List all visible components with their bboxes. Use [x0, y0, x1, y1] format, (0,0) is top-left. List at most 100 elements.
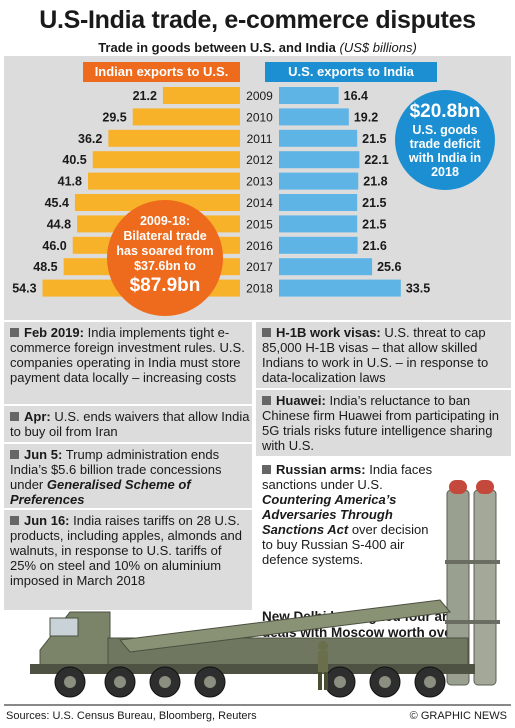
subtitle-text: Trade in goods between U.S. and India	[98, 40, 336, 55]
event-huawei: Huawei: India’s reluctance to ban Chines…	[262, 393, 508, 453]
value-label-indian-2010: 29.5	[102, 110, 126, 124]
value-label-us-2017: 25.6	[377, 260, 401, 274]
event-jun-5: Jun 5: Trump administration ends India’s…	[10, 447, 250, 507]
unit-label: (US$ billions)	[339, 40, 417, 55]
deficit-text: U.S. goods trade deficit with India in 2…	[408, 123, 482, 179]
legend-us-exports: U.S. exports to India	[265, 62, 437, 82]
event-russian-arms: Russian arms: India faces sanctions unde…	[262, 462, 442, 567]
credit: © GRAPHIC NEWS	[409, 710, 507, 722]
event-italic: Generalised Scheme of Preferences	[10, 477, 191, 507]
bar-us-exports-2015	[279, 215, 358, 233]
year-label-2011: 2011	[247, 132, 273, 146]
value-label-us-2016: 21.6	[363, 239, 387, 253]
value-label-us-2011: 21.5	[362, 132, 386, 146]
event-head: Huawei:	[276, 393, 326, 408]
event-body: U.S. ends waivers that allow India to bu…	[10, 409, 250, 439]
year-label-2016: 2016	[246, 239, 273, 253]
panel-bg-apr	[4, 406, 252, 442]
year-label-2010: 2010	[246, 110, 273, 124]
soldier-illustration	[318, 641, 328, 690]
footer-divider	[4, 704, 511, 706]
value-label-indian-2013: 41.8	[58, 175, 82, 189]
year-label-2009: 2009	[246, 89, 273, 103]
event-tail: over decision to buy Russian S-400 air d…	[262, 522, 429, 567]
year-label-2017: 2017	[246, 260, 273, 274]
event-body: Trump administration ends India’s $5.6 b…	[10, 447, 222, 492]
value-label-indian-2012: 40.5	[62, 153, 86, 167]
event-apr: Apr: U.S. ends waivers that allow India …	[10, 409, 250, 439]
value-label-indian-2015: 44.8	[47, 217, 71, 231]
bar-indian-exports-2010	[132, 108, 240, 126]
year-label-2015: 2015	[246, 217, 273, 231]
event-h1b: H-1B work visas: U.S. threat to cap 85,0…	[262, 325, 508, 385]
value-label-us-2015: 21.5	[362, 217, 386, 231]
panel-bg-jun16	[4, 510, 252, 610]
bar-indian-exports-2009	[162, 87, 240, 104]
event-head: Jun 16:	[24, 513, 70, 528]
bullet-square-icon	[10, 516, 19, 525]
bullet-square-icon	[262, 396, 271, 405]
bar-us-exports-2012	[279, 151, 360, 169]
bar-us-exports-2017	[279, 258, 373, 276]
value-label-us-2010: 19.2	[354, 110, 378, 124]
page-title: U.S-India trade, e-commerce disputes	[39, 6, 476, 34]
bar-indian-exports-2012	[92, 151, 241, 169]
value-label-us-2018: 33.5	[406, 282, 430, 296]
year-label-2014: 2014	[246, 196, 273, 210]
bar-indian-exports-2011	[108, 129, 240, 147]
bullet-square-icon	[262, 328, 271, 337]
event-body: U.S. threat to cap 85,000 H-1B visas – t…	[262, 325, 489, 385]
value-label-indian-2018: 54.3	[12, 282, 36, 296]
chart-subtitle: Trade in goods between U.S. and India (U…	[0, 40, 515, 55]
bar-indian-exports-2013	[88, 172, 240, 190]
event-head: Apr:	[24, 409, 51, 424]
event-body: India’s reluctance to ban Chinese firm H…	[262, 393, 499, 453]
value-label-us-2013: 21.8	[363, 175, 387, 189]
event-head: Feb 2019:	[24, 325, 84, 340]
value-label-us-2012: 22.1	[364, 153, 388, 167]
legend-indian-exports: Indian exports to U.S.	[83, 62, 240, 82]
truck-illustration	[30, 599, 475, 698]
bar-us-exports-2016	[279, 236, 358, 254]
event-body: India implements tight e-commerce foreig…	[10, 325, 245, 385]
bullet-square-icon	[262, 465, 271, 474]
year-label-2012: 2012	[246, 153, 273, 167]
event-body: India faces sanctions under U.S.	[262, 462, 433, 492]
bilateral-callout: 2009-18: Bilateral trade has soared from…	[107, 200, 223, 316]
event-head: H-1B work visas:	[276, 325, 381, 340]
event-body: India raises tariffs on 28 U.S. products…	[10, 513, 242, 588]
deficit-callout: $20.8bn U.S. goods trade deficit with In…	[395, 90, 495, 190]
bar-us-exports-2014	[279, 194, 358, 211]
panel-bg-jun5	[4, 444, 252, 508]
value-label-us-2014: 21.5	[362, 196, 386, 210]
panel-bg-feb	[4, 322, 252, 404]
event-head: Jun 5:	[24, 447, 63, 462]
bar-us-exports-2009	[279, 87, 339, 104]
bar-us-exports-2013	[279, 172, 359, 190]
event-italic: Countering America’s Adversaries Through…	[262, 492, 397, 537]
bilateral-text: 2009-18: Bilateral trade has soared from…	[116, 214, 214, 273]
year-label-2018: 2018	[246, 282, 273, 296]
panel-bg-h1b	[256, 322, 511, 388]
deficit-amount: $20.8bn	[409, 101, 481, 122]
event-head: Russian arms:	[276, 462, 366, 477]
value-label-indian-2011: 36.2	[78, 132, 102, 146]
bilateral-amount: $87.9bn	[129, 275, 201, 296]
bar-us-exports-2018	[279, 279, 401, 297]
value-label-indian-2017: 48.5	[33, 260, 57, 274]
sources: Sources: U.S. Census Bureau, Bloomberg, …	[6, 710, 257, 722]
value-label-indian-2009: 21.2	[133, 89, 157, 103]
missile-tubes-illustration	[445, 480, 500, 686]
value-label-us-2009: 16.4	[344, 89, 368, 103]
panel-bg-huawei	[256, 390, 511, 456]
event-jun-16: Jun 16: India raises tariffs on 28 U.S. …	[10, 513, 250, 588]
bullet-square-icon	[10, 450, 19, 459]
bar-us-exports-2010	[279, 108, 349, 126]
year-label-2013: 2013	[246, 175, 273, 189]
value-label-indian-2014: 45.4	[45, 196, 69, 210]
bar-us-exports-2011	[279, 129, 358, 147]
bullet-square-icon	[10, 412, 19, 421]
value-label-indian-2016: 46.0	[42, 239, 66, 253]
bullet-square-icon	[10, 328, 19, 337]
